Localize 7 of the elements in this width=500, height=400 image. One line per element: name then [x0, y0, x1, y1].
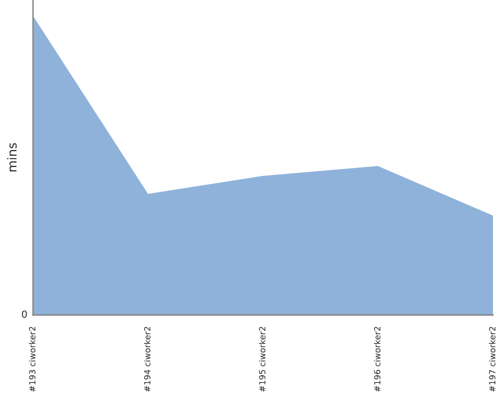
x-tick-label: #195 ciworker2: [258, 326, 266, 392]
x-tick-label: #193 ciworker2: [28, 326, 36, 392]
x-tick-label: #194 ciworker2: [144, 326, 150, 392]
x-tick-label: #196 ciworker2: [374, 326, 380, 392]
text: 0: [22, 310, 27, 318]
x-tick-label: #197 ciworker2: [488, 326, 496, 392]
y-axis-title: mins: [7, 143, 17, 172]
